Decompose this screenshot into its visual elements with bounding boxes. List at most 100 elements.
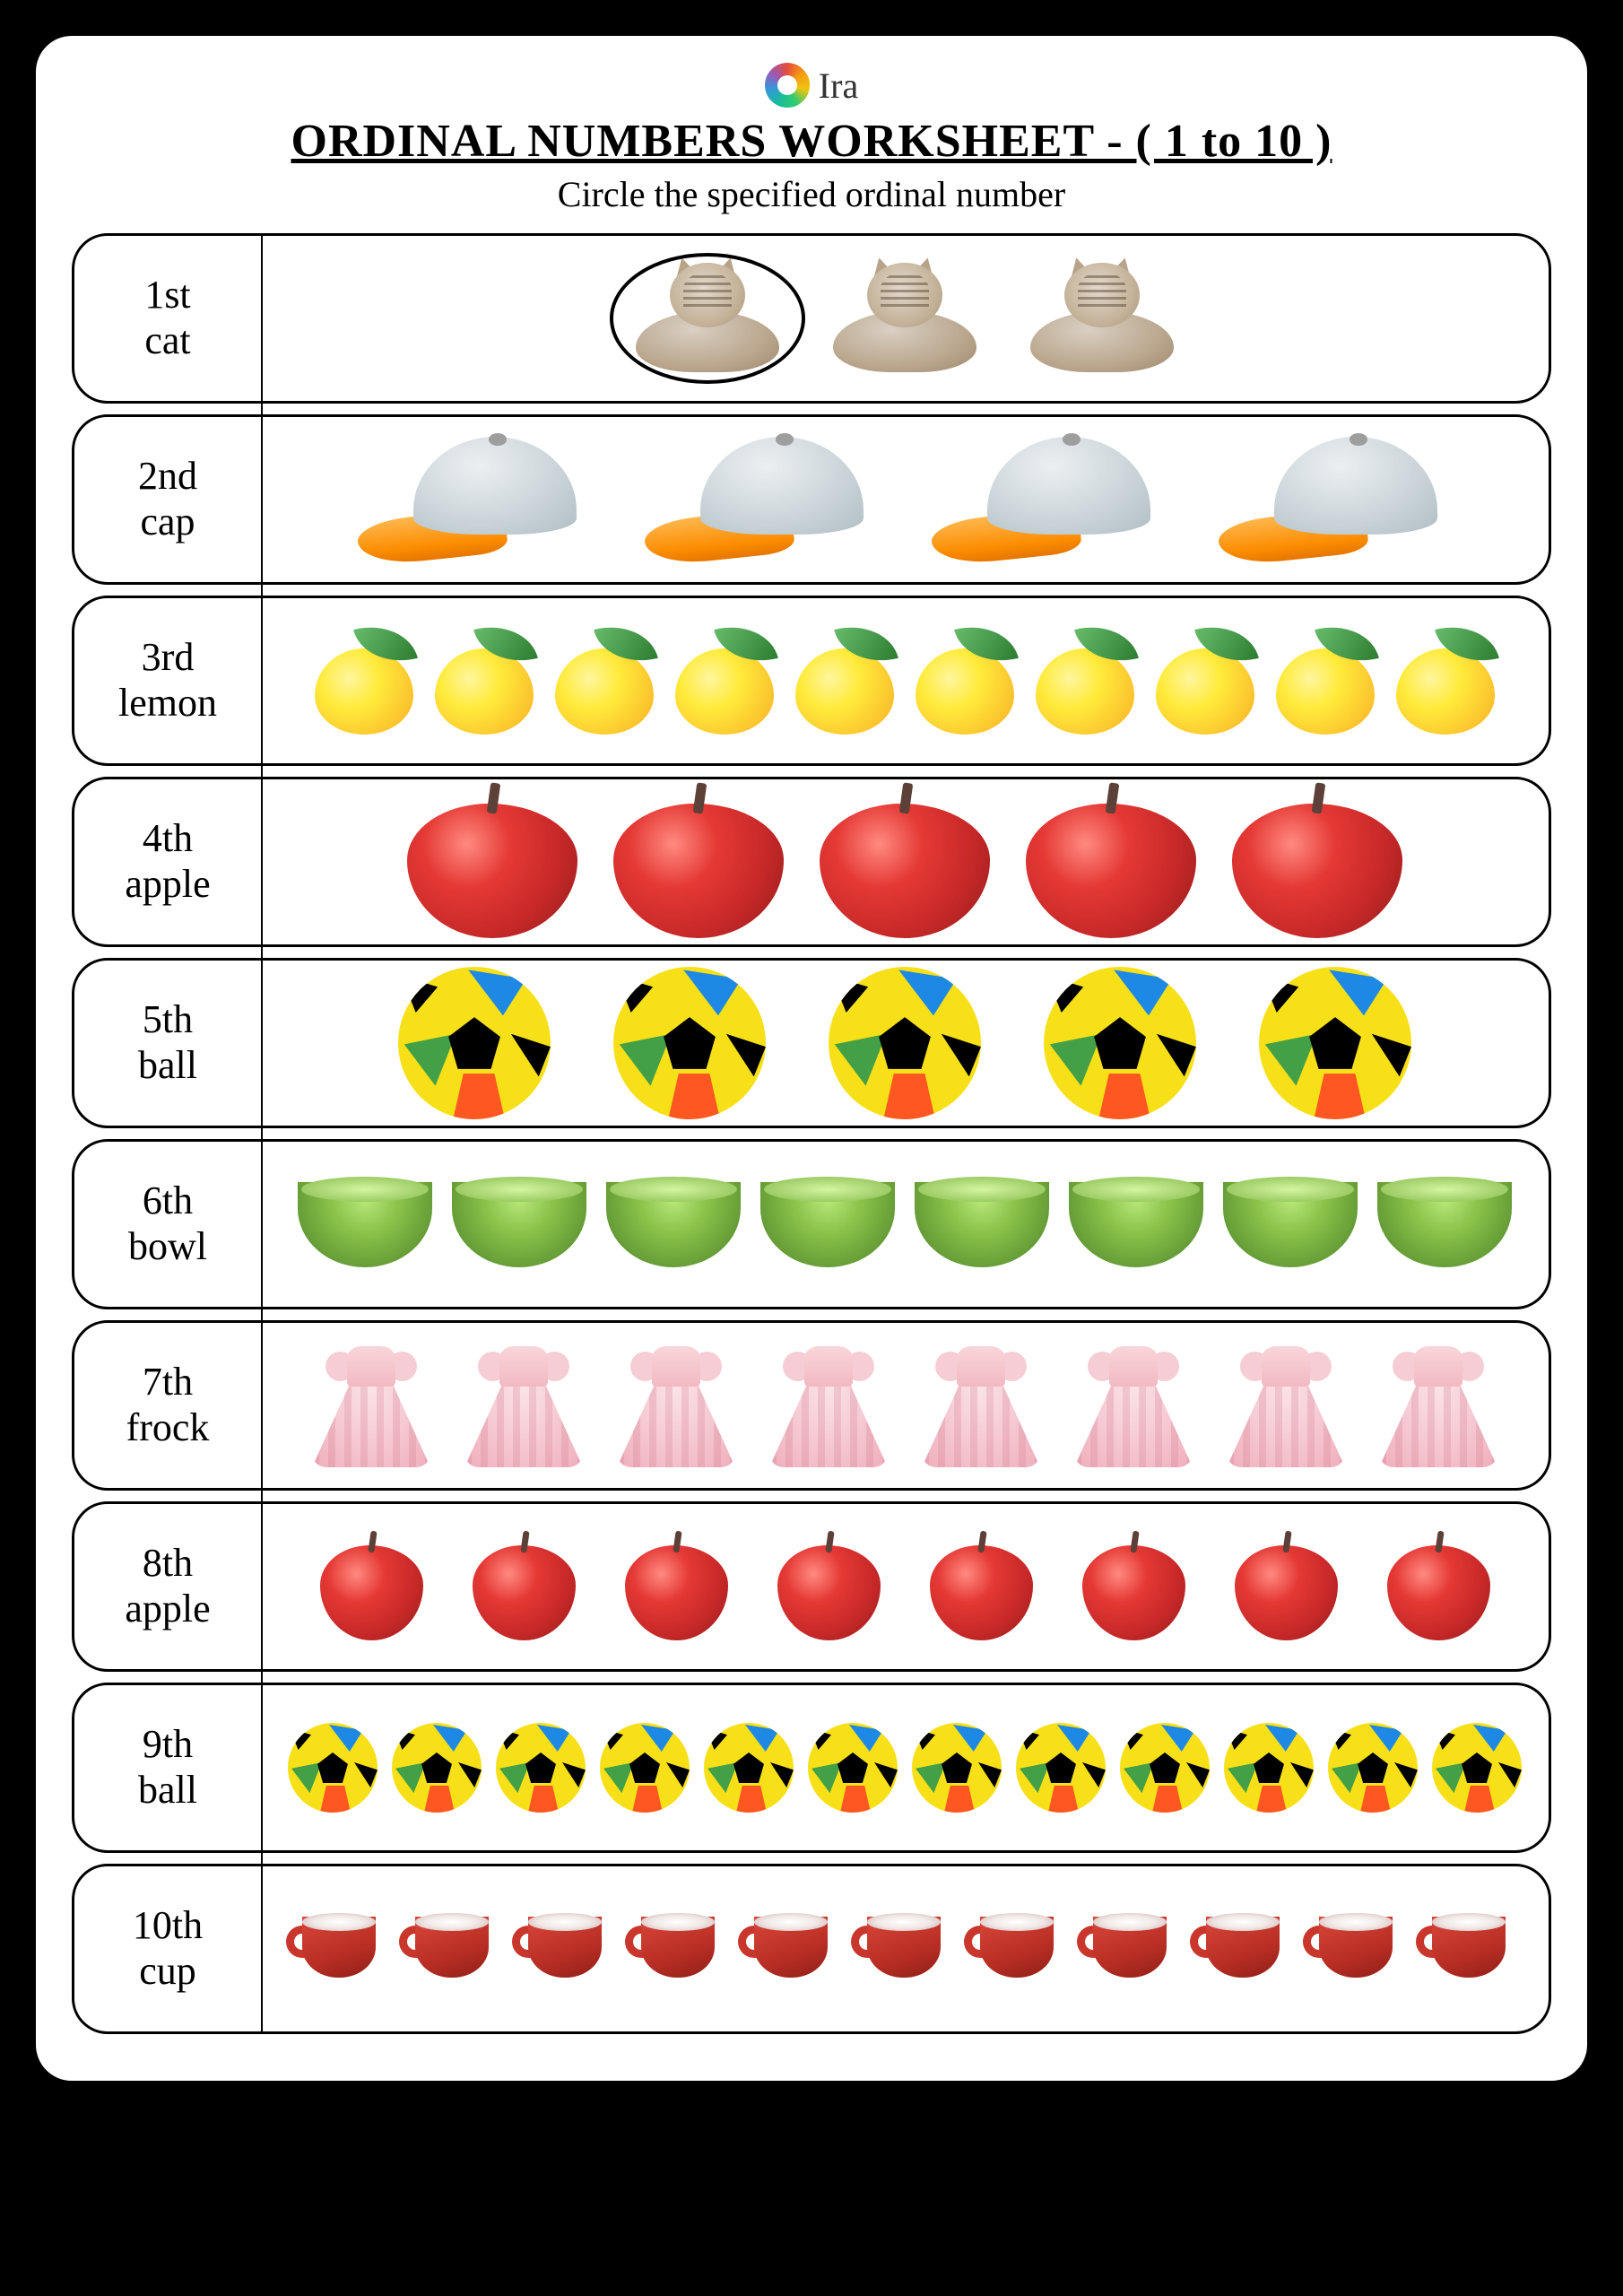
worksheet-page: Ira ORDINAL NUMBERS WORKSHEET - ( 1 to 1…	[36, 36, 1587, 2081]
apple-icon[interactable]	[613, 786, 784, 938]
bowl-icon[interactable]	[606, 1182, 741, 1267]
object-text: apple	[74, 1587, 261, 1632]
frock-icon[interactable]	[304, 1338, 438, 1473]
frock-icon[interactable]	[609, 1338, 743, 1473]
apple-icon[interactable]	[1026, 786, 1196, 938]
ball-icon[interactable]	[1432, 1723, 1522, 1813]
ball-icon[interactable]	[496, 1723, 586, 1813]
cup-icon[interactable]	[1081, 1909, 1181, 1988]
ordinal-text: 6th	[74, 1178, 261, 1224]
lemon-icon[interactable]	[435, 627, 534, 735]
cup-icon[interactable]	[855, 1909, 955, 1988]
apple-icon[interactable]	[625, 1533, 728, 1640]
apple-icon[interactable]	[473, 1533, 576, 1640]
object-text: ball	[74, 1043, 261, 1089]
cap-icon[interactable]	[358, 437, 591, 562]
bowl-icon[interactable]	[915, 1182, 1049, 1267]
apple-icon[interactable]	[820, 786, 990, 938]
cat-icon[interactable]	[1017, 260, 1187, 377]
row-label: 5thball	[74, 997, 261, 1088]
cup-icon[interactable]	[629, 1909, 729, 1988]
frock-icon[interactable]	[1219, 1338, 1353, 1473]
lemon-icon[interactable]	[675, 627, 774, 735]
object-text: cap	[74, 500, 261, 545]
cup-icon[interactable]	[1419, 1909, 1520, 1988]
brand-row: Ira	[72, 63, 1551, 108]
lemon-icon[interactable]	[1156, 627, 1254, 735]
worksheet-row: 9thball	[72, 1683, 1551, 1853]
row-label: 7thfrock	[74, 1360, 261, 1450]
cap-icon[interactable]	[932, 437, 1165, 562]
apple-icon[interactable]	[777, 1533, 881, 1640]
ball-icon[interactable]	[1044, 967, 1196, 1119]
rows-container: 1stcat2ndcap3rdlemon4thapple5thball6thbo…	[72, 233, 1551, 2034]
worksheet-subtitle: Circle the specified ordinal number	[72, 173, 1551, 215]
worksheet-row: 3rdlemon	[72, 596, 1551, 766]
cup-icon[interactable]	[968, 1909, 1068, 1988]
frock-icon[interactable]	[1066, 1338, 1201, 1473]
worksheet-row: 8thapple	[72, 1501, 1551, 1672]
ball-icon[interactable]	[808, 1723, 898, 1813]
ball-icon[interactable]	[912, 1723, 1002, 1813]
cap-icon[interactable]	[645, 437, 878, 562]
brand-logo-icon	[765, 63, 810, 108]
cup-icon[interactable]	[1193, 1909, 1294, 1988]
bowl-icon[interactable]	[760, 1182, 895, 1267]
ordinal-text: 7th	[74, 1360, 261, 1405]
lemon-icon[interactable]	[555, 627, 654, 735]
apple-icon[interactable]	[1232, 786, 1402, 938]
frock-icon[interactable]	[1371, 1338, 1506, 1473]
cat-icon[interactable]	[622, 260, 793, 377]
lemon-icon[interactable]	[795, 627, 894, 735]
bowl-icon[interactable]	[298, 1182, 432, 1267]
bowl-icon[interactable]	[1223, 1182, 1358, 1267]
worksheet-row: 2ndcap	[72, 414, 1551, 585]
ball-icon[interactable]	[829, 967, 981, 1119]
bowl-icon[interactable]	[1069, 1182, 1203, 1267]
apple-icon[interactable]	[1082, 1533, 1185, 1640]
lemon-icon[interactable]	[1396, 627, 1495, 735]
lemon-icon[interactable]	[916, 627, 1014, 735]
object-text: cup	[74, 1949, 261, 1995]
object-text: apple	[74, 862, 261, 908]
ball-icon[interactable]	[613, 967, 766, 1119]
apple-icon[interactable]	[1235, 1533, 1338, 1640]
cup-icon[interactable]	[516, 1909, 616, 1988]
apple-icon[interactable]	[1387, 1533, 1490, 1640]
row-label: 4thapple	[74, 816, 261, 907]
cat-icon[interactable]	[820, 260, 990, 377]
frock-icon[interactable]	[914, 1338, 1048, 1473]
ball-icon[interactable]	[600, 1723, 690, 1813]
ball-icon[interactable]	[398, 967, 551, 1119]
cup-icon[interactable]	[403, 1909, 503, 1988]
apple-icon[interactable]	[930, 1533, 1033, 1640]
ordinal-text: 10th	[74, 1903, 261, 1949]
apple-icon[interactable]	[320, 1533, 423, 1640]
lemon-icon[interactable]	[1036, 627, 1134, 735]
worksheet-row: 7thfrock	[72, 1320, 1551, 1491]
cup-icon[interactable]	[742, 1909, 842, 1988]
bowl-icon[interactable]	[1377, 1182, 1512, 1267]
row-label: 8thapple	[74, 1541, 261, 1631]
ball-icon[interactable]	[704, 1723, 794, 1813]
ball-icon[interactable]	[1016, 1723, 1106, 1813]
ball-icon[interactable]	[1259, 967, 1411, 1119]
apple-icon[interactable]	[407, 786, 577, 938]
bowl-icon[interactable]	[452, 1182, 586, 1267]
ball-icon[interactable]	[392, 1723, 482, 1813]
row-label: 2ndcap	[74, 454, 261, 544]
ball-icon[interactable]	[1224, 1723, 1314, 1813]
lemon-icon[interactable]	[315, 627, 413, 735]
ball-icon[interactable]	[288, 1723, 378, 1813]
ball-icon[interactable]	[1328, 1723, 1418, 1813]
frock-icon[interactable]	[456, 1338, 591, 1473]
lemon-icon[interactable]	[1276, 627, 1375, 735]
frock-icon[interactable]	[761, 1338, 896, 1473]
cup-icon[interactable]	[290, 1909, 390, 1988]
ball-icon[interactable]	[1120, 1723, 1210, 1813]
label-divider	[261, 233, 263, 2034]
cup-icon[interactable]	[1306, 1909, 1407, 1988]
ordinal-text: 8th	[74, 1541, 261, 1587]
object-text: cat	[74, 318, 261, 364]
cap-icon[interactable]	[1219, 437, 1452, 562]
